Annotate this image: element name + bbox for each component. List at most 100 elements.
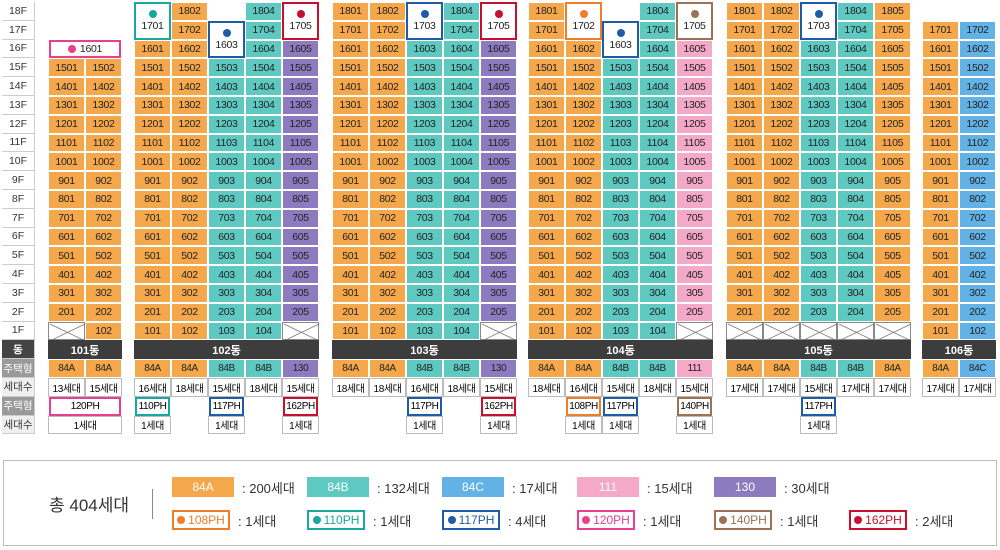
legend-penthouse-label: 110PH	[323, 513, 360, 527]
unit-cell: 804	[443, 190, 480, 209]
unit-cell: 1402	[171, 77, 208, 96]
building-label: 105동	[726, 340, 911, 360]
unit-cell: 302	[565, 284, 602, 303]
legend-penthouse-item: 117PH : 4세대	[442, 510, 546, 530]
unit-cell: 1403	[208, 77, 245, 96]
unit-cell: 302	[85, 284, 122, 303]
legend-penthouse-swatch: 120PH	[577, 510, 635, 530]
unit-cell: 701	[332, 208, 369, 228]
unit-cell: 204	[443, 302, 480, 322]
unit-cell: 203	[208, 302, 245, 322]
unit-cell: 1405	[282, 77, 319, 96]
unit-cell: 1804	[639, 2, 676, 21]
unit-cell: 804	[837, 190, 874, 209]
penthouse-type-label: 117PH	[209, 396, 244, 416]
unit-cell: 205	[676, 302, 713, 322]
unit-cell: 1101	[134, 133, 171, 153]
unit-cell: 501	[726, 246, 763, 266]
unit-cell: 1202	[959, 114, 996, 134]
unit-cell: 1501	[332, 58, 369, 78]
unit-cell: 402	[565, 265, 602, 284]
unit-cell: 1402	[959, 77, 996, 96]
legend-penthouse-swatch: 117PH	[442, 510, 500, 530]
unit-cell: 1601	[726, 39, 763, 59]
unit-cell: 703	[208, 208, 245, 228]
unit-cell: 1303	[800, 96, 837, 115]
unit-cell: 605	[874, 227, 911, 247]
unit-count-cell: 15세대	[602, 378, 639, 397]
legend-divider	[152, 489, 153, 519]
unit-type-cell: 84B	[245, 359, 282, 378]
unit-cell: 1302	[85, 96, 122, 115]
unit-cell: 405	[480, 265, 517, 284]
penthouse-type-label: 108PH	[566, 396, 601, 416]
unit-cell: 1205	[480, 114, 517, 134]
unit-cell: 1401	[922, 77, 959, 96]
unit-count-cell: 15세대	[85, 378, 122, 397]
unit-cell: 1502	[565, 58, 602, 78]
unit-cell: 1201	[332, 114, 369, 134]
unit-cell: 1405	[874, 77, 911, 96]
unit-cell: 702	[85, 208, 122, 228]
unit-cell: 701	[528, 208, 565, 228]
penthouse-dot	[616, 28, 625, 37]
row-label-building: 동	[2, 340, 35, 360]
unit-cell: 505	[676, 246, 713, 266]
unit-cell: 202	[85, 302, 122, 322]
unit-cell: 904	[443, 171, 480, 190]
unit-cell: 301	[922, 284, 959, 303]
unit-cell: 202	[171, 302, 208, 322]
unit-type-cell: 84B	[837, 359, 874, 378]
unit-cell: 1301	[922, 96, 959, 115]
unit-count-cell: 15세대	[282, 378, 319, 397]
legend: 총 404세대 84A: 200세대 84B: 132세대 84C: 17세대 111…	[3, 460, 997, 546]
legend-count: : 4세대	[508, 513, 547, 529]
unit-cell: 1602	[565, 39, 602, 59]
unit-cell: 1103	[406, 133, 443, 153]
unit-type-cell: 84A	[48, 359, 85, 378]
unit-cell: 1301	[726, 96, 763, 115]
unit-cell: 1602	[763, 39, 800, 59]
unit-cell: 802	[763, 190, 800, 209]
unit-cell: 305	[874, 284, 911, 303]
unit-cell: 901	[134, 171, 171, 190]
unit-cell: 405	[874, 265, 911, 284]
floor-label: 6F	[2, 227, 35, 247]
penthouse-unit-label: 1603	[609, 38, 632, 51]
unit-cell: 403	[602, 265, 639, 284]
unit-cell: 801	[48, 190, 85, 209]
unit-cell: 701	[922, 208, 959, 228]
unit-cell: 902	[369, 171, 406, 190]
unit-cell: 303	[800, 284, 837, 303]
unit-cell: 601	[726, 227, 763, 247]
building-label: 104동	[528, 340, 713, 360]
unit-cell: 301	[134, 284, 171, 303]
unit-count-cell: 18세대	[369, 378, 406, 397]
unit-cell: 1401	[528, 77, 565, 96]
penthouse-count-label: 1세대	[602, 415, 639, 435]
unit-cell: 604	[639, 227, 676, 247]
unit-cell: 1501	[48, 58, 85, 78]
legend-count: : 1세대	[643, 513, 682, 529]
unit-cell: 903	[208, 171, 245, 190]
unit-cell: 203	[406, 302, 443, 322]
legend-count: : 200세대	[242, 480, 295, 496]
unit-cell: 901	[726, 171, 763, 190]
unit-cell: 301	[726, 284, 763, 303]
unit-cell: 1704	[837, 20, 874, 40]
unit-cell: 704	[443, 208, 480, 228]
unit-cell: 802	[171, 190, 208, 209]
unit-cell: 1305	[480, 96, 517, 115]
unit-cell: 505	[874, 246, 911, 266]
unit-cell: 1404	[245, 77, 282, 96]
legend-penthouse-item: 120PH : 1세대	[577, 510, 681, 530]
penthouse-dot	[420, 9, 429, 18]
unit-cell: 601	[332, 227, 369, 247]
penthouse-unit-label: 1701	[141, 19, 164, 32]
legend-penthouse-item: 110PH: 1세대	[307, 510, 411, 530]
unit-cell: 1401	[134, 77, 171, 96]
unit-cell: 402	[763, 265, 800, 284]
unit-type-cell: 84A	[528, 359, 565, 378]
floor-label: 16F	[2, 39, 35, 59]
unit-cell: 704	[245, 208, 282, 228]
